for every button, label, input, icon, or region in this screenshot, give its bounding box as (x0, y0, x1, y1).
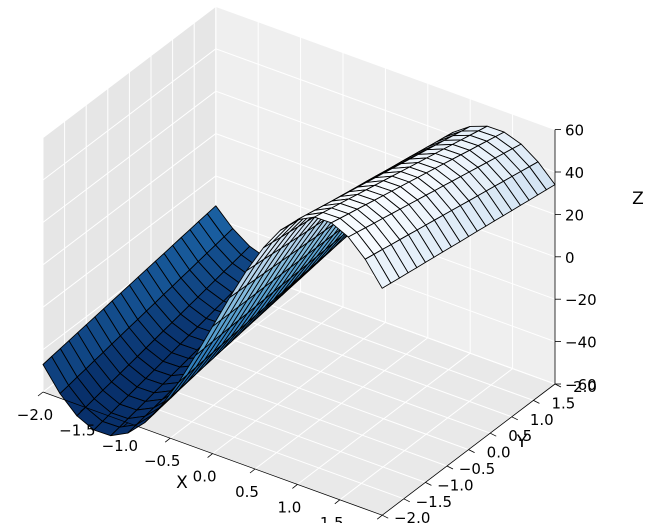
y-tick-mark-0 (382, 514, 389, 519)
x-tick-mark-5 (249, 468, 256, 474)
y-tick-mark-6 (511, 416, 518, 421)
y-tick-mark-5 (490, 432, 497, 437)
y-tick-mark-2 (425, 482, 432, 486)
grid-z-6 (42, 5, 556, 138)
y-axis-label: Y (516, 432, 528, 452)
y-tick-label-6: 1.0 (530, 411, 554, 429)
z-tick-label-2: −20 (565, 291, 597, 309)
surface-mesh (42, 125, 556, 437)
y-tick-label-7: 1.5 (551, 394, 575, 412)
x-tick-mark-4 (207, 453, 213, 458)
x-tick-label-0: −2.0 (17, 406, 53, 424)
z-tick-label-5: 40 (565, 164, 584, 182)
z-tick-label-3: 0 (565, 249, 575, 267)
x-tick-mark-3 (164, 437, 171, 443)
y-tick-label-8: 2.0 (573, 378, 597, 396)
x-tick-label-4: 0.0 (193, 468, 217, 486)
y-tick-label-5: 0.5 (508, 427, 532, 445)
y-tick-label-3: −0.5 (459, 460, 495, 478)
x-tick-label-7: 1.5 (320, 514, 344, 523)
y-tick-mark-4 (468, 449, 475, 453)
z-axis-label: Z (632, 189, 644, 209)
surface-cell-r0-c19 (364, 253, 392, 289)
z-tick-label-6: 60 (565, 122, 584, 140)
y-tick-label-2: −1.0 (437, 476, 473, 494)
x-tick-mark-1 (80, 407, 86, 412)
x-tick-mark-8 (376, 514, 383, 520)
x-tick-label-1: −1.5 (59, 421, 95, 439)
x-tick-label-2: −1.0 (102, 437, 138, 455)
axes (37, 129, 562, 520)
x-tick-mark-0 (37, 391, 44, 397)
y-tick-mark-3 (446, 465, 454, 470)
y-tick-mark-7 (533, 400, 540, 404)
x-axis-label: X (176, 473, 188, 493)
z-tick-label-1: −40 (565, 334, 597, 352)
y-tick-label-1: −1.5 (416, 493, 452, 511)
x-tick-label-3: −0.5 (144, 452, 180, 470)
y-tick-label-4: 0.0 (487, 444, 511, 462)
x-tick-label-5: 0.5 (235, 483, 259, 501)
x-tick-label-6: 1.0 (277, 498, 301, 516)
tick-labels: −2.0−1.5−1.0−0.50.00.51.01.52.0−2.0−1.5−… (17, 122, 597, 523)
y-tick-mark-1 (403, 498, 410, 503)
grid-z-5 (42, 48, 556, 181)
z-tick-label-0: −60 (565, 376, 597, 394)
x-tick-mark-6 (292, 484, 298, 489)
y-tick-mark-8 (554, 383, 562, 388)
x-tick-mark-2 (122, 422, 129, 428)
z-tick-label-4: 20 (565, 206, 584, 224)
grid-z-2 (42, 175, 556, 308)
x-tick-mark-7 (334, 499, 341, 505)
y-tick-label-0: −2.0 (394, 509, 430, 523)
